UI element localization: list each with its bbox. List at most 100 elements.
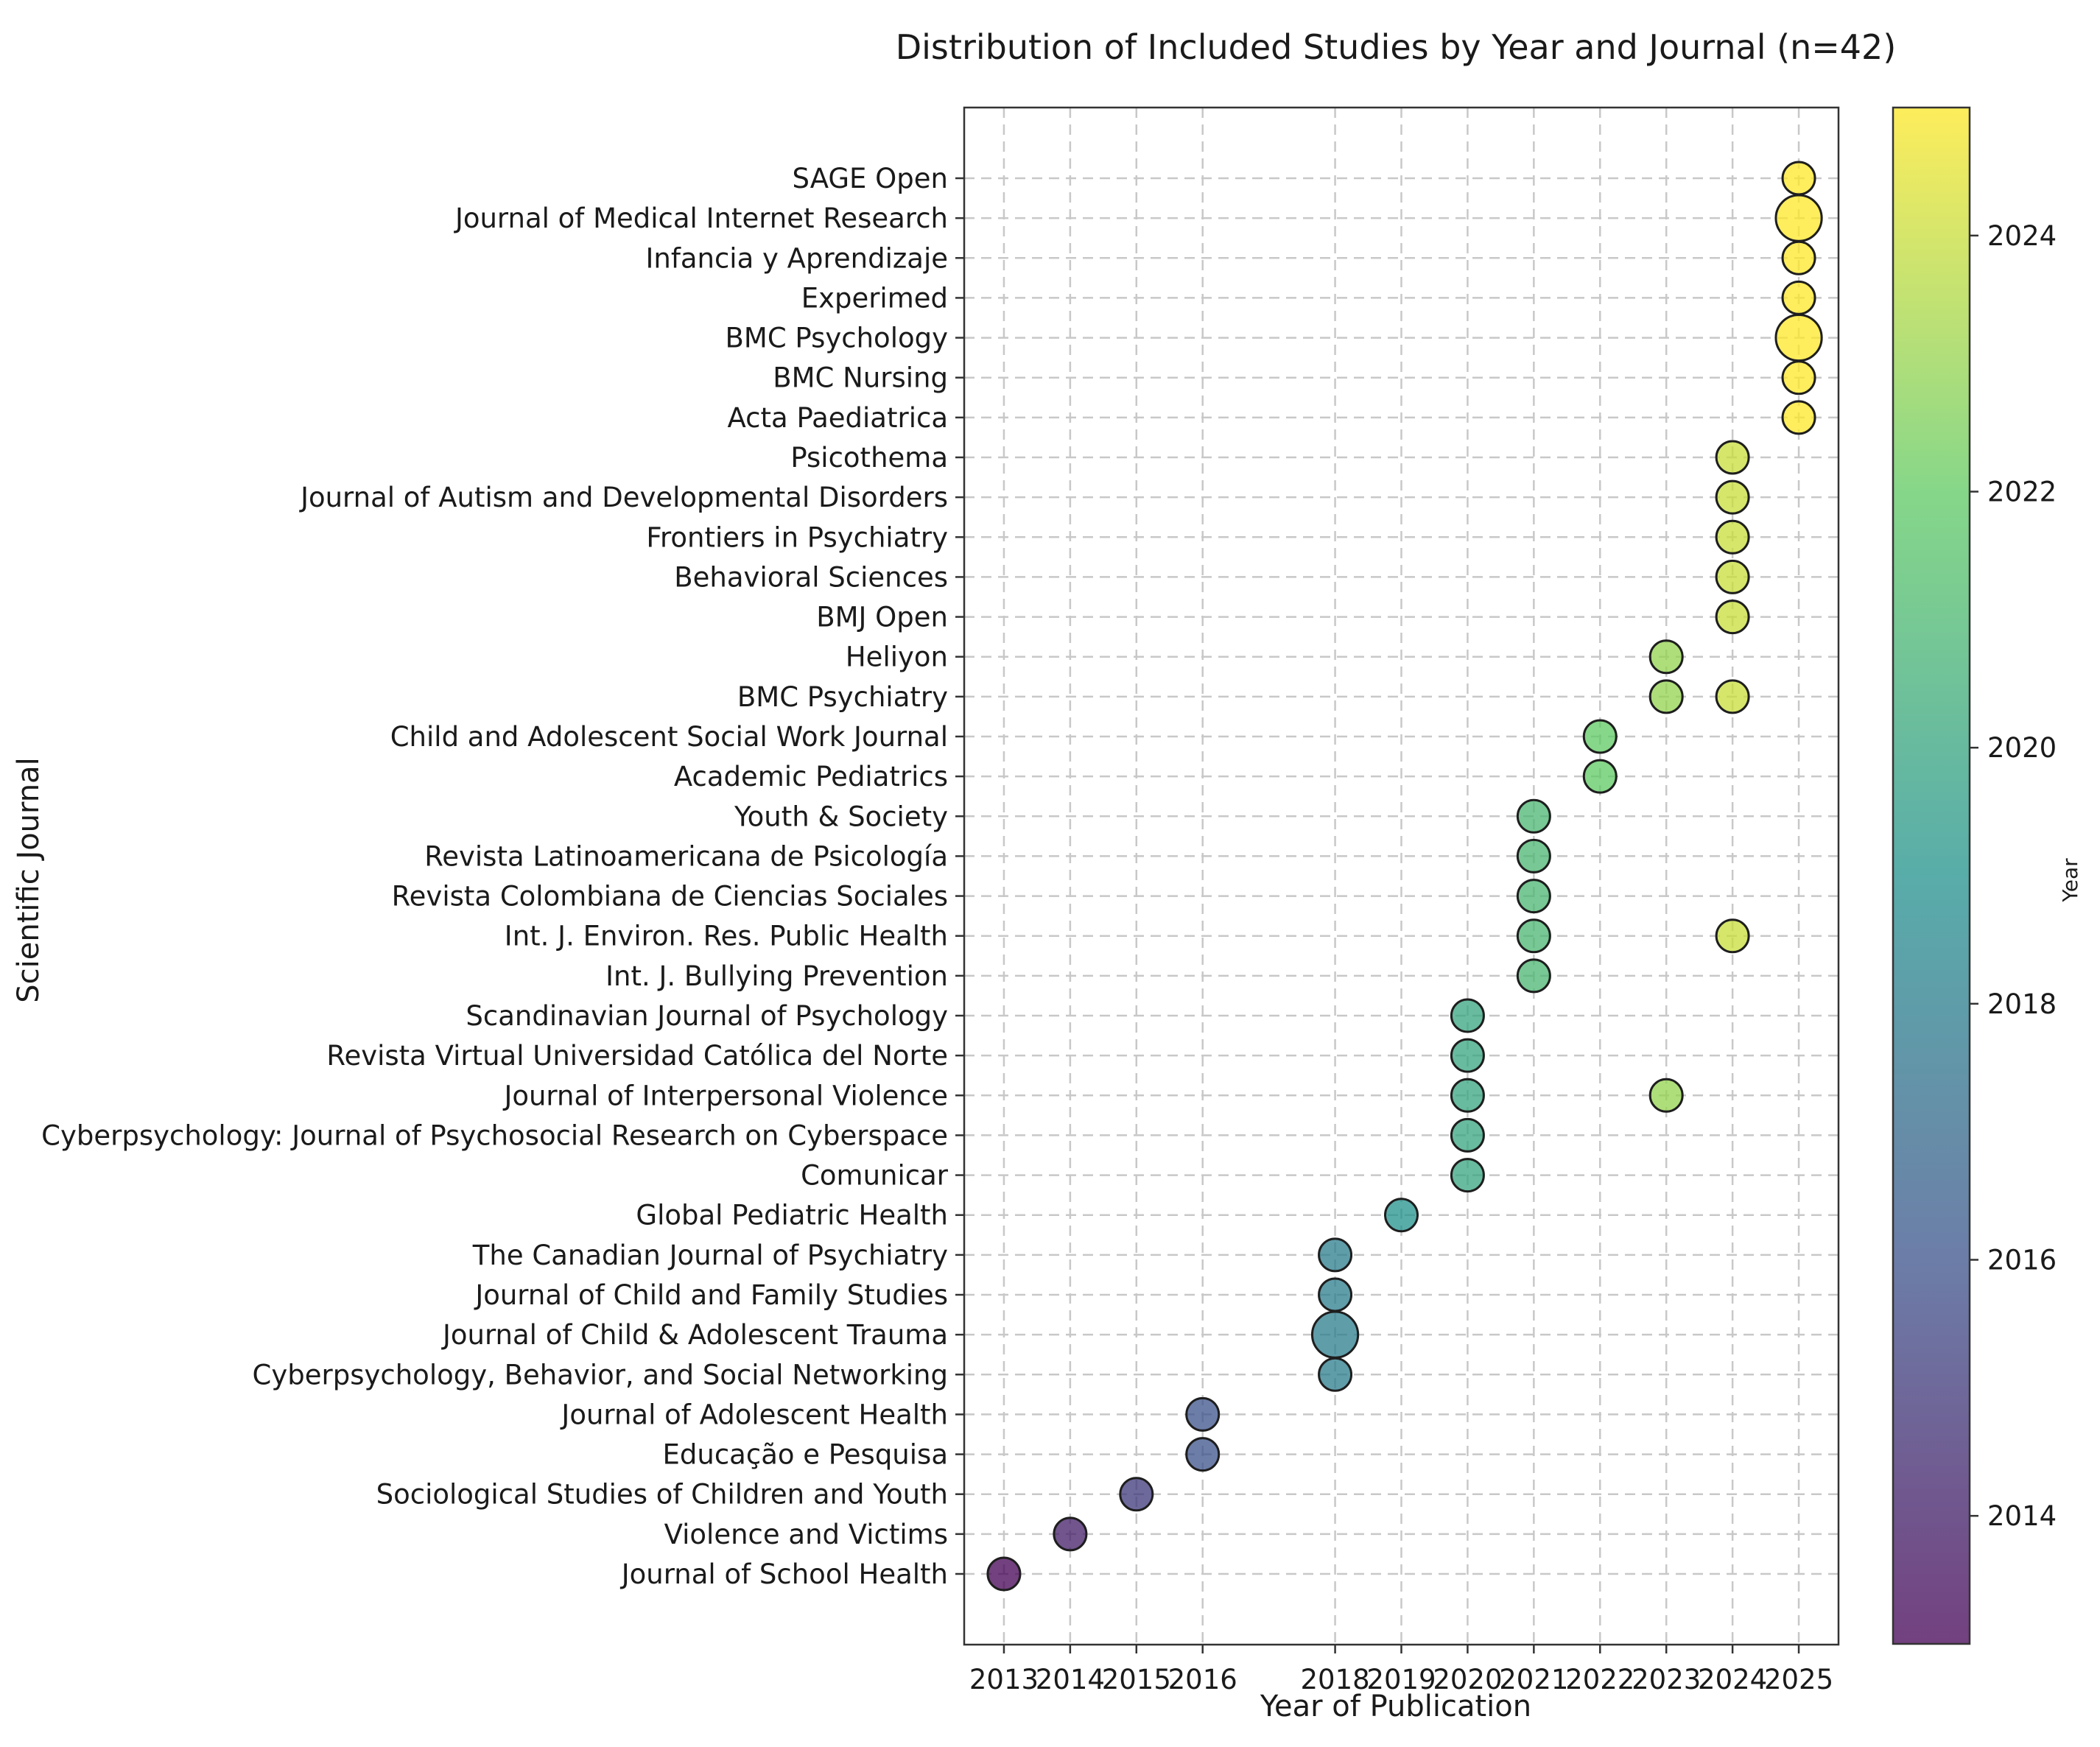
data-point <box>1516 838 1551 874</box>
data-point <box>986 1556 1022 1592</box>
y-tick-label: Cyberpsychology, Behavior, and Social Ne… <box>253 1359 948 1391</box>
colorbar-tick-label: 2024 <box>1987 220 2057 252</box>
data-point <box>1774 313 1823 362</box>
y-tick-label: Journal of Adolescent Health <box>560 1399 948 1430</box>
x-tick-label: 2014 <box>1036 1664 1105 1695</box>
y-tick-label: Behavioral Sciences <box>674 561 948 593</box>
x-tick-label: 2018 <box>1300 1664 1369 1695</box>
colorbar-tick-label: 2020 <box>1987 732 2057 764</box>
data-point <box>1781 161 1816 196</box>
y-tick-label: Journal of Medical Internet Research <box>454 203 948 234</box>
x-tick-label: 2013 <box>969 1664 1039 1695</box>
data-point <box>1774 194 1823 242</box>
data-point <box>1715 679 1750 714</box>
colorbar-tick-label: 2014 <box>1987 1500 2057 1532</box>
data-point <box>1318 1357 1353 1392</box>
x-tick-label: 2016 <box>1168 1664 1237 1695</box>
x-tick-label: 2024 <box>1698 1664 1767 1695</box>
y-tick-label: Child and Adolescent Social Work Journal <box>390 721 948 753</box>
data-point <box>1516 879 1551 914</box>
y-tick-label: Journal of Child and Family Studies <box>474 1279 948 1311</box>
data-point <box>1715 479 1750 515</box>
y-tick-label: BMC Psychiatry <box>737 681 948 713</box>
data-point <box>1310 1310 1360 1359</box>
y-tick-label: Sociological Studies of Children and You… <box>376 1479 948 1511</box>
data-point <box>1450 998 1485 1033</box>
y-tick-label: Scandinavian Journal of Psychology <box>466 1000 948 1032</box>
x-tick-label: 2015 <box>1102 1664 1171 1695</box>
y-tick-label: Journal of Autism and Developmental Diso… <box>299 482 948 513</box>
data-point <box>1781 240 1816 275</box>
grid-layer <box>964 108 1839 1645</box>
data-point <box>1450 1158 1485 1193</box>
data-point <box>1516 918 1551 954</box>
data-point <box>1648 679 1684 714</box>
data-point <box>1318 1237 1353 1273</box>
data-point <box>1185 1396 1221 1432</box>
y-tick-label: Acta Paediatrica <box>728 402 949 434</box>
y-tick-label: Frontiers in Psychiatry <box>646 521 948 553</box>
data-point <box>1516 958 1551 994</box>
y-tick-label: Violence and Victims <box>664 1519 948 1550</box>
y-tick-label: Revista Virtual Universidad Católica del… <box>326 1040 948 1072</box>
x-tick-label: 2022 <box>1565 1664 1634 1695</box>
y-tick-label: Youth & Society <box>734 801 948 832</box>
data-point <box>1781 280 1816 315</box>
data-point <box>1648 639 1684 675</box>
y-tick-label: Psicothema <box>790 442 948 474</box>
y-tick-label: Revista Latinoamericana de Psicología <box>424 840 948 872</box>
y-tick-label: SAGE Open <box>793 163 948 194</box>
colorbar-tick-label: 2022 <box>1987 477 2057 508</box>
data-point <box>1582 719 1618 754</box>
y-tick-label: Comunicar <box>801 1160 949 1192</box>
colorbar-label: Year <box>2058 858 2082 903</box>
y-tick-label: Revista Colombiana de Ciencias Sociales <box>392 881 948 913</box>
colorbar: 2014 2016 2018 2020 2022 2024 <box>1892 106 2057 1645</box>
x-tick-label: 2020 <box>1433 1664 1502 1695</box>
data-point <box>1715 440 1750 475</box>
colorbar-tick-label: 2018 <box>1987 988 2057 1020</box>
y-tick-label: Cyberpsychology: Journal of Psychosocial… <box>41 1119 948 1151</box>
y-tick-label: Infancia y Aprendizaje <box>645 242 948 274</box>
y-axis-label: Scientific Journal <box>12 757 46 1003</box>
y-tick-label: Int. J. Bullying Prevention <box>605 960 948 992</box>
y-tick-label: The Canadian Journal of Psychiatry <box>472 1240 948 1271</box>
data-point <box>1450 1117 1485 1153</box>
colorbar-bar <box>1892 106 1971 1645</box>
data-point <box>1715 918 1750 954</box>
y-tick-label: Experimed <box>801 282 948 314</box>
y-tick-label: BMC Nursing <box>773 362 948 394</box>
colorbar-tick-label: 2016 <box>1987 1245 2057 1276</box>
data-point <box>1715 519 1750 555</box>
chart-title: Distribution of Included Studies by Year… <box>896 27 1897 67</box>
data-point <box>1781 360 1816 396</box>
y-tick-label: BMJ Open <box>816 602 948 633</box>
x-tick-label: 2019 <box>1366 1664 1436 1695</box>
x-tick-label: 2021 <box>1499 1664 1568 1695</box>
data-point <box>1450 1078 1485 1113</box>
x-axis-label: Year of Publication <box>1260 1690 1531 1723</box>
data-point <box>1318 1277 1353 1312</box>
data-point <box>1781 400 1816 435</box>
y-tick-label: Journal of Child & Adolescent Trauma <box>441 1319 948 1351</box>
data-point <box>1648 1078 1684 1113</box>
data-point <box>1053 1516 1088 1552</box>
data-point <box>1715 600 1750 635</box>
y-tick-label: Educação e Pesquisa <box>663 1439 948 1471</box>
x-tick-label: 2023 <box>1632 1664 1701 1695</box>
y-tick-label: Academic Pediatrics <box>674 761 948 792</box>
y-tick-label: Int. J. Environ. Res. Public Health <box>505 921 948 952</box>
y-tick-label: BMC Psychology <box>726 323 948 354</box>
y-tick-label: Heliyon <box>846 641 948 673</box>
plot-frame <box>963 106 1840 1646</box>
data-point <box>1384 1198 1419 1233</box>
x-tick-label: 2025 <box>1764 1664 1833 1695</box>
data-point <box>1582 759 1618 794</box>
data-point <box>1516 798 1551 834</box>
bubble-layer <box>986 161 1823 1592</box>
data-point <box>1715 559 1750 594</box>
data-point <box>1119 1477 1154 1512</box>
